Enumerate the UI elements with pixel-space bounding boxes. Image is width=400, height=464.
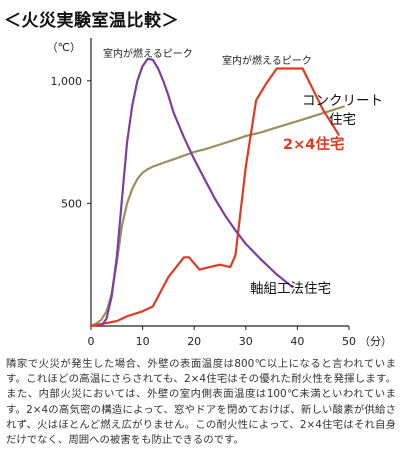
x-tick-label: 30 [239,335,253,348]
chart-title: ＜火災実験室温比較＞ [4,11,179,31]
series-label-concrete-line1: コンクリート [302,93,383,109]
y-axis-label: （℃） [47,41,81,54]
y-tick-label: 500 [61,197,82,210]
series-label-jikugumi: 軸組工法住宅 [250,281,331,297]
x-tick-label: 20 [187,335,201,348]
x-tick-label: 10 [136,335,150,348]
x-axis-label: （分） [359,335,392,348]
series-line-jikugumi [100,57,294,328]
annotation-peak-right: 室内が燃えるピーク [222,54,312,67]
series-line-2x4 [89,67,340,328]
x-tick-label: 50 [342,335,356,348]
x-tick-label: 0 [88,335,95,348]
y-tick-label: 1,000 [51,75,83,88]
x-tick-label: 40 [290,335,304,348]
annotation-peak-left: 室内が燃えるピーク [103,47,193,60]
chart-description: 隣家で火災が発生した場合、外壁の表面温度は800℃以上になると言われています。こ… [6,358,396,447]
series-label-concrete-line2: 住宅 [329,112,356,128]
series-label-2x4: 2×4住宅 [283,135,344,153]
